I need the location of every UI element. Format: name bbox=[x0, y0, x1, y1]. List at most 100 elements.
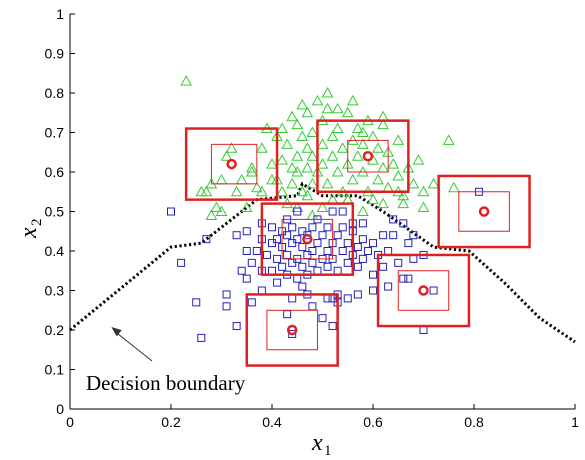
outer-box bbox=[437, 174, 531, 249]
square-point bbox=[389, 215, 398, 224]
triangle-point bbox=[306, 126, 319, 137]
triangle-point bbox=[346, 94, 359, 106]
square-point bbox=[268, 266, 276, 275]
square-point bbox=[333, 266, 342, 275]
triangle-point bbox=[357, 138, 369, 149]
square-point bbox=[353, 290, 362, 299]
square-point bbox=[404, 239, 413, 248]
triangle-point bbox=[195, 185, 208, 197]
square-point bbox=[313, 239, 322, 248]
triangle-point bbox=[427, 177, 440, 189]
triangle-point bbox=[407, 177, 420, 189]
square-point bbox=[389, 231, 398, 240]
triangle-point bbox=[276, 122, 288, 134]
square-point bbox=[313, 266, 322, 275]
triangle-point bbox=[311, 94, 324, 106]
square-point bbox=[369, 239, 377, 248]
triangle-point bbox=[200, 185, 213, 197]
square-point bbox=[288, 294, 297, 303]
square-point bbox=[288, 329, 297, 338]
triangle-point bbox=[331, 102, 344, 114]
triangle-point bbox=[291, 118, 304, 130]
triangle-point bbox=[220, 150, 233, 161]
square-point bbox=[358, 235, 367, 244]
triangle-point bbox=[301, 142, 314, 153]
outer-box bbox=[245, 293, 339, 367]
square-point bbox=[298, 282, 307, 291]
x-tick-label: 0 bbox=[66, 414, 74, 430]
square-point bbox=[298, 243, 307, 252]
x-axis-label-subscript: 1 bbox=[324, 443, 332, 459]
center-marker bbox=[226, 158, 237, 170]
triangle-point bbox=[367, 130, 379, 141]
triangle-point bbox=[245, 162, 258, 173]
square-point bbox=[232, 231, 241, 240]
square-point bbox=[293, 274, 302, 283]
square-point bbox=[222, 290, 231, 299]
square-point bbox=[293, 235, 302, 244]
inner-box bbox=[397, 270, 450, 311]
square-point bbox=[343, 258, 352, 267]
triangle-point bbox=[352, 150, 364, 161]
square-point bbox=[399, 274, 408, 283]
triangle-point bbox=[266, 173, 278, 185]
square-point bbox=[268, 223, 276, 232]
y-tick-label: 0.2 bbox=[45, 322, 65, 338]
outer-box bbox=[184, 127, 279, 201]
triangle-point bbox=[321, 177, 334, 189]
square-point bbox=[288, 223, 297, 232]
y-axis-label-group: x 2 bbox=[16, 219, 45, 240]
triangle-point bbox=[291, 165, 304, 177]
square-point bbox=[343, 239, 352, 248]
square-point bbox=[278, 262, 287, 271]
square-point bbox=[318, 231, 327, 240]
square-point bbox=[358, 254, 367, 263]
triangle-point bbox=[301, 162, 314, 173]
triangle-point bbox=[306, 177, 319, 189]
square-point bbox=[369, 286, 377, 295]
square-point bbox=[202, 235, 211, 244]
triangle-point bbox=[245, 165, 258, 177]
triangle-point bbox=[377, 118, 389, 130]
triangle-point bbox=[336, 142, 349, 153]
square-point bbox=[369, 270, 377, 279]
triangle-point bbox=[276, 154, 288, 165]
triangle-point bbox=[215, 173, 228, 185]
square-point bbox=[409, 254, 418, 263]
triangle-point bbox=[286, 177, 299, 189]
center-marker bbox=[418, 285, 429, 296]
square-point bbox=[333, 231, 342, 240]
center-marker bbox=[362, 150, 374, 162]
triangle-point bbox=[326, 130, 339, 141]
square-point bbox=[353, 262, 362, 271]
square-point bbox=[257, 286, 266, 295]
triangle-point bbox=[377, 197, 389, 209]
square-point bbox=[404, 274, 413, 283]
annotation-arrow-head bbox=[111, 327, 122, 337]
square-point bbox=[222, 302, 231, 311]
square-point bbox=[232, 322, 241, 331]
square-point bbox=[379, 262, 388, 271]
triangle-point bbox=[346, 134, 359, 145]
triangle-point bbox=[331, 165, 344, 177]
triangle-point bbox=[266, 158, 278, 169]
y-tick-label: 0.1 bbox=[45, 362, 65, 378]
triangle-point bbox=[251, 181, 263, 193]
square-point bbox=[343, 294, 352, 303]
square-point bbox=[323, 223, 332, 232]
square-point bbox=[167, 207, 175, 216]
triangle-point bbox=[397, 189, 410, 201]
square-point bbox=[308, 258, 317, 267]
triangle-point bbox=[316, 158, 329, 169]
square-point bbox=[338, 223, 347, 232]
triangle-point bbox=[387, 158, 400, 169]
square-point bbox=[338, 247, 347, 255]
triangle-point bbox=[291, 150, 304, 161]
square-point bbox=[308, 223, 317, 232]
triangle-point bbox=[301, 189, 314, 201]
triangle-point bbox=[291, 201, 304, 213]
y-tick-label: 0 bbox=[56, 401, 64, 417]
square-point bbox=[384, 282, 393, 291]
outer-box bbox=[260, 202, 355, 276]
triangle-point bbox=[296, 185, 309, 197]
